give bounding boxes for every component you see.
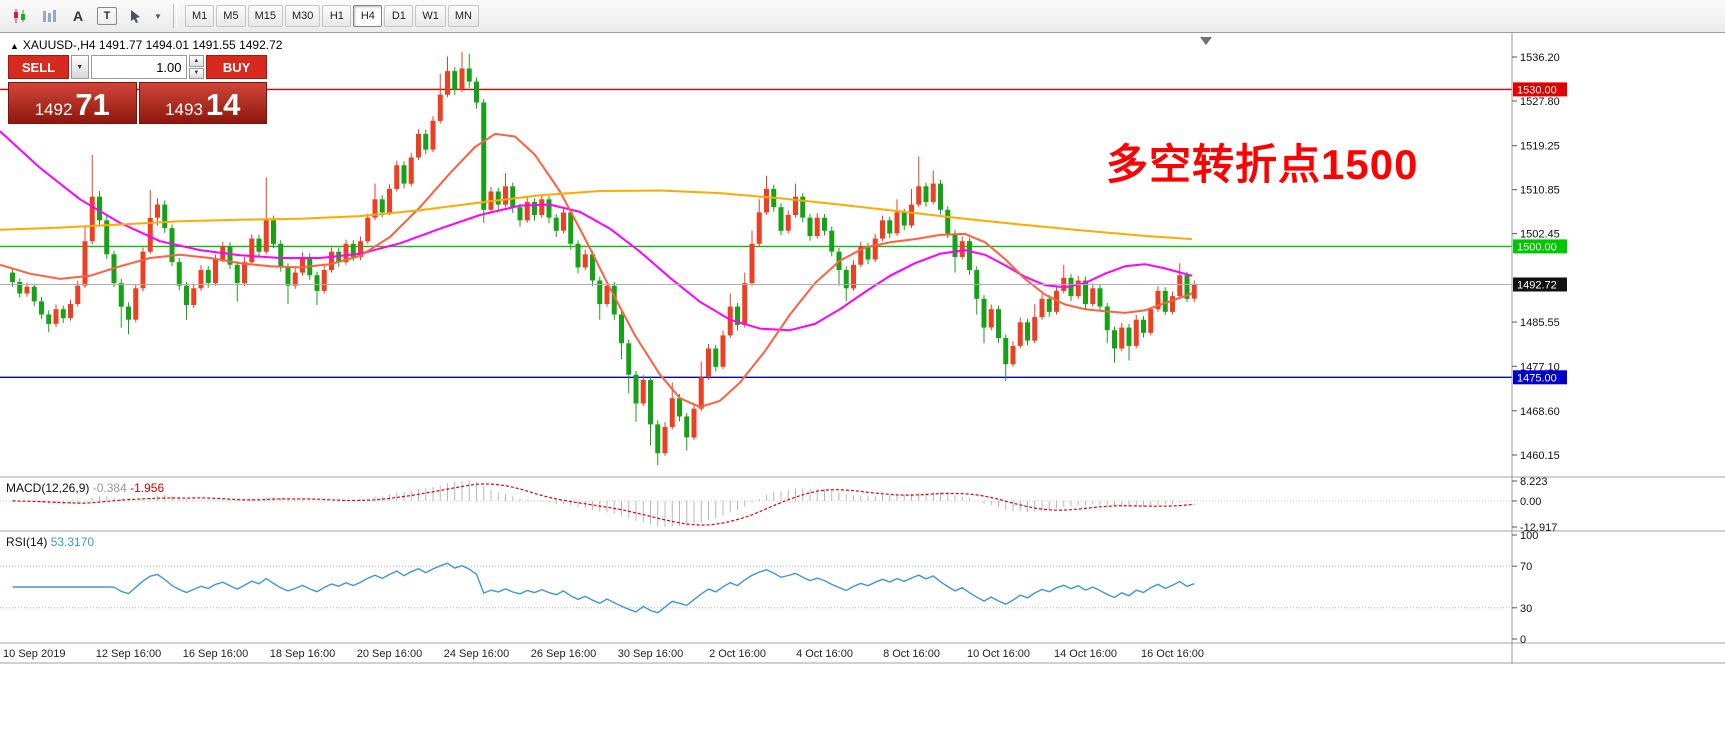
time-axis-label: 14 Oct 16:00 — [1054, 648, 1117, 660]
time-axis-label: 16 Oct 16:00 — [1141, 648, 1204, 660]
time-axis[interactable]: 10 Sep 2019 12 Sep 16:00 16 Sep 16:00 18 Se… — [3, 648, 1204, 660]
volume-up-button[interactable]: ▲ — [188, 55, 205, 67]
rsi-axis-label: 0 — [1520, 634, 1526, 646]
chart-canvas[interactable]: 1536.20 1527.80 1519.25 1510.85 1502.45 1485.… — [0, 33, 1725, 664]
toolbar: A T ▼ M1 M5 M15 M30 H1 H4 D1 W1 MN — [0, 0, 1725, 33]
tools-dropdown-icon[interactable]: ▼ — [154, 11, 162, 21]
rsi-axis-label: 100 — [1520, 530, 1538, 542]
candlesticks[interactable] — [10, 51, 1197, 466]
bid-price-pips: 71 — [75, 87, 110, 123]
candlesticks-tool-icon[interactable] — [6, 3, 34, 29]
rsi-axis-label: 70 — [1520, 561, 1532, 573]
time-axis-label: 10 Sep 2019 — [3, 648, 65, 660]
time-axis-label: 18 Sep 16:00 — [270, 648, 335, 660]
tool-icons-group: A T ▼ — [6, 3, 166, 29]
chart-shift-marker — [1200, 37, 1212, 45]
macd-label: MACD(12,26,9) -0.384 -1.956 — [6, 481, 164, 495]
time-axis-label: 24 Sep 16:00 — [444, 648, 509, 660]
ask-price-pips: 14 — [205, 87, 241, 123]
ohlc-text: XAUUSD-,H4 1491.77 1494.01 1491.55 1492.… — [22, 38, 283, 52]
volume-input[interactable] — [90, 55, 187, 79]
text-tool-icon[interactable]: A — [72, 8, 84, 24]
bid-price-main: 1492 — [34, 100, 73, 120]
price-axis-label: 1477.10 — [1520, 361, 1560, 373]
collapse-arrow-icon[interactable]: ▲ — [10, 41, 19, 51]
rsi-axis-label: 30 — [1520, 603, 1532, 615]
panel-separators — [0, 476, 1725, 664]
price-axis-label: 1460.15 — [1520, 450, 1560, 462]
timeframe-toolbar: M1 M5 M15 M30 H1 H4 D1 W1 MN — [184, 5, 480, 27]
timeframe-button-M5[interactable]: M5 — [216, 5, 246, 27]
price-tag — [1513, 82, 1567, 97]
ma-magenta — [0, 130, 1193, 332]
price-tag-label: 1500.00 — [1517, 241, 1557, 253]
timeframe-button-D1[interactable]: D1 — [384, 5, 414, 27]
ask-price-main: 1493 — [165, 100, 203, 120]
price-tag-label: 1530.00 — [1517, 84, 1557, 96]
timeframe-button-M1[interactable]: M1 — [185, 5, 215, 27]
price-tag — [1513, 277, 1567, 292]
time-axis-label: 10 Oct 16:00 — [967, 648, 1030, 660]
volume-dropdown-button[interactable]: ▼ — [70, 55, 89, 79]
chart-area[interactable]: 1536.20 1527.80 1519.25 1510.85 1502.45 1485.… — [0, 33, 1725, 664]
one-click-trading-panel: SELL ▼ ▲ ▼ BUY 1492 71 1493 14 — [8, 55, 267, 124]
time-axis-label: 12 Sep 16:00 — [96, 648, 161, 660]
timeframe-button-H4[interactable]: H4 — [353, 5, 383, 27]
ask-quote-box[interactable]: 1493 14 — [138, 82, 267, 124]
volume-stepper: ▲ ▼ — [188, 55, 205, 79]
time-axis-label: 26 Sep 16:00 — [531, 648, 596, 660]
macd-value-main: -0.384 — [92, 481, 127, 495]
time-axis-label: 8 Oct 16:00 — [883, 648, 940, 660]
timeframe-button-W1[interactable]: W1 — [415, 5, 446, 27]
time-axis-label: 16 Sep 16:00 — [183, 648, 248, 660]
price-axis-label: 1536.20 — [1520, 52, 1560, 64]
bid-quote-box[interactable]: 1492 71 — [8, 82, 137, 124]
ma-slow-orange — [0, 189, 1193, 241]
timeframe-button-M30[interactable]: M30 — [284, 5, 321, 27]
timeframe-button-M15[interactable]: M15 — [247, 5, 283, 27]
time-axis-label: 4 Oct 16:00 — [796, 648, 853, 660]
macd-panel[interactable]: 8.223 0.00 -12.917 — [0, 476, 1557, 534]
price-tag-label: 1492.72 — [1517, 280, 1557, 292]
rsi-value: 53.3170 — [50, 535, 95, 549]
macd-axis-label: 8.223 — [1520, 476, 1548, 488]
rsi-line — [12, 562, 1195, 614]
price-tag-label: 1475.00 — [1517, 372, 1557, 384]
sell-button[interactable]: SELL — [8, 55, 69, 79]
rsi-label: RSI(14) 53.3170 — [6, 535, 94, 549]
moving-average-lines — [0, 130, 1193, 409]
price-axis-label: 1510.85 — [1520, 185, 1560, 197]
volume-down-button[interactable]: ▼ — [188, 67, 205, 79]
symbol-ohlc-header: ▲ XAUUSD-,H4 1491.77 1494.01 1491.55 1492… — [10, 38, 282, 52]
ma-fast-red — [0, 132, 1193, 409]
toolbar-separator — [173, 4, 177, 28]
price-tag — [1513, 370, 1567, 385]
price-axis-label: 1502.45 — [1520, 229, 1560, 241]
time-axis-label: 2 Oct 16:00 — [709, 648, 766, 660]
price-axis-label: 1519.25 — [1520, 141, 1560, 153]
macd-value-signal: -1.956 — [130, 481, 165, 495]
buy-button[interactable]: BUY — [206, 55, 267, 79]
rsi-title: RSI(14) — [6, 535, 48, 549]
macd-signal-line — [12, 483, 1195, 526]
chevron-down-icon: ▼ — [76, 63, 84, 71]
label-tool-icon[interactable]: T — [97, 7, 117, 25]
macd-title: MACD(12,26,9) — [6, 481, 90, 495]
time-axis-label: 20 Sep 16:00 — [357, 648, 422, 660]
rsi-panel[interactable]: 100 70 30 0 — [0, 530, 1538, 646]
timeframe-button-H1[interactable]: H1 — [322, 5, 352, 27]
price-axis-label: 1468.60 — [1520, 406, 1560, 418]
price-tag — [1513, 239, 1567, 254]
macd-axis-label: -12.917 — [1520, 522, 1557, 534]
price-axis-label: 1527.80 — [1520, 96, 1560, 108]
price-axis-label: 1485.55 — [1520, 317, 1560, 329]
price-axis[interactable]: 1536.20 1527.80 1519.25 1510.85 1502.45 1485.… — [1511, 33, 1725, 664]
chart-bars-tool-icon[interactable] — [35, 3, 63, 29]
time-axis-label: 30 Sep 16:00 — [618, 648, 683, 660]
macd-axis-label: 0.00 — [1520, 496, 1541, 508]
timeframe-button-MN[interactable]: MN — [447, 5, 479, 27]
chart-text-annotation[interactable]: 多空转折点1500 — [1106, 141, 1419, 188]
crosshair-tool-icon[interactable] — [122, 3, 150, 29]
